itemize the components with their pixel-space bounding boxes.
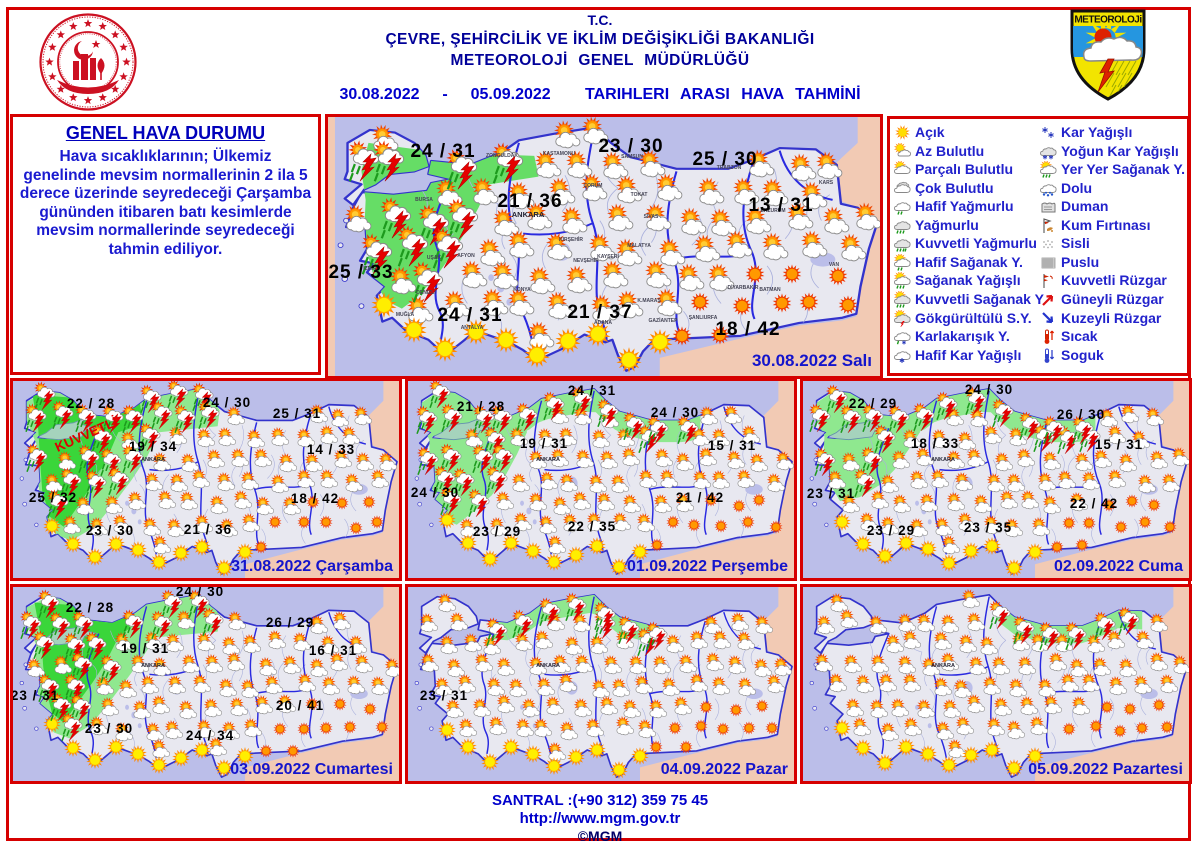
svg-text:23 / 29: 23 / 29 (473, 524, 521, 539)
svg-text:18 / 33: 18 / 33 (911, 436, 959, 451)
svg-text:18 / 42: 18 / 42 (291, 491, 339, 506)
svg-text:20 / 41: 20 / 41 (276, 698, 324, 713)
svg-text:ANKARA: ANKARA (931, 457, 955, 463)
svg-text:24 / 30: 24 / 30 (965, 382, 1013, 397)
svg-text:22 / 35: 22 / 35 (568, 519, 616, 534)
svg-text:23 / 31: 23 / 31 (11, 688, 59, 703)
svg-text:ANKARA: ANKARA (512, 210, 545, 219)
svg-text:30.08.2022 Salı: 30.08.2022 Salı (752, 351, 872, 370)
svg-text:26 / 30: 26 / 30 (1057, 407, 1105, 422)
svg-text:MUĞLA: MUĞLA (396, 310, 415, 318)
svg-text:AFYON: AFYON (457, 253, 475, 259)
svg-text:19 / 31: 19 / 31 (520, 436, 568, 451)
svg-text:MALATYA: MALATYA (627, 243, 651, 249)
svg-text:VAN: VAN (829, 262, 840, 268)
svg-text:24 / 31: 24 / 31 (437, 305, 502, 326)
svg-text:21 / 36: 21 / 36 (184, 522, 232, 537)
svg-text:GAZİANTEP: GAZİANTEP (649, 317, 679, 324)
svg-text:BURSA: BURSA (415, 197, 433, 203)
svg-text:ANKARA: ANKARA (141, 663, 165, 669)
svg-text:TOKAT: TOKAT (631, 192, 648, 198)
svg-text:23 / 31: 23 / 31 (420, 688, 468, 703)
svg-text:DENİZLİ: DENİZLİ (416, 289, 436, 296)
svg-text:05.09.2022 Pazartesi: 05.09.2022 Pazartesi (1028, 761, 1183, 778)
svg-text:21 / 37: 21 / 37 (567, 302, 632, 323)
svg-text:ERZURUM: ERZURUM (761, 208, 786, 214)
svg-text:16 / 31: 16 / 31 (309, 643, 357, 658)
svg-text:24 / 31: 24 / 31 (568, 383, 616, 398)
svg-text:23 / 29: 23 / 29 (867, 523, 915, 538)
svg-text:24 / 30: 24 / 30 (176, 584, 224, 599)
svg-text:22 / 28: 22 / 28 (67, 396, 115, 411)
svg-text:KARS: KARS (819, 180, 834, 186)
svg-text:15 / 31: 15 / 31 (708, 438, 756, 453)
svg-text:22 / 28: 22 / 28 (66, 600, 114, 615)
svg-text:K.MARAŞ: K.MARAŞ (637, 298, 661, 304)
svg-text:21 / 36: 21 / 36 (497, 191, 562, 212)
svg-text:UŞAK: UŞAK (427, 255, 442, 261)
svg-text:23 / 31: 23 / 31 (807, 486, 855, 501)
svg-text:25 / 31: 25 / 31 (273, 406, 321, 421)
svg-text:BATMAN: BATMAN (759, 287, 781, 293)
svg-text:KONYA: KONYA (513, 287, 531, 293)
svg-text:04.09.2022 Pazar: 04.09.2022 Pazar (661, 761, 788, 778)
svg-text:21 / 28: 21 / 28 (457, 399, 505, 414)
svg-text:ANTALYA: ANTALYA (461, 325, 484, 331)
svg-text:24 / 30: 24 / 30 (203, 395, 251, 410)
svg-text:ANKARA: ANKARA (141, 457, 165, 463)
svg-text:23 / 35: 23 / 35 (964, 520, 1012, 535)
svg-text:02.09.2022 Cuma: 02.09.2022 Cuma (1054, 558, 1183, 575)
svg-text:ZONGULDAK: ZONGULDAK (486, 153, 518, 159)
svg-text:KASTAMONU: KASTAMONU (543, 151, 576, 157)
svg-text:ŞANLIURFA: ŞANLIURFA (689, 315, 718, 321)
svg-text:ADANA: ADANA (594, 320, 612, 326)
svg-text:KIRŞEHİR: KIRŞEHİR (559, 236, 583, 243)
svg-text:24 / 30: 24 / 30 (411, 485, 459, 500)
svg-text:24 / 30: 24 / 30 (651, 405, 699, 420)
svg-text:DİYARBAKIR: DİYARBAKIR (728, 284, 759, 291)
svg-text:19 / 31: 19 / 31 (121, 641, 169, 656)
svg-text:25 / 32: 25 / 32 (29, 490, 77, 505)
svg-text:ANKARA: ANKARA (931, 663, 955, 669)
svg-text:03.09.2022 Cumartesi: 03.09.2022 Cumartesi (230, 761, 393, 778)
svg-text:NEVŞEHİR: NEVŞEHİR (573, 257, 599, 264)
svg-text:24 / 34: 24 / 34 (186, 728, 234, 743)
svg-text:01.09.2022 Perşembe: 01.09.2022 Perşembe (627, 558, 788, 575)
svg-text:22 / 29: 22 / 29 (849, 396, 897, 411)
svg-text:ANKARA: ANKARA (536, 457, 560, 463)
svg-text:23 / 30: 23 / 30 (85, 721, 133, 736)
svg-text:22 / 42: 22 / 42 (1070, 496, 1118, 511)
svg-text:26 / 29: 26 / 29 (266, 615, 314, 630)
svg-text:18 / 42: 18 / 42 (715, 319, 780, 340)
svg-text:METEOROLOJi: METEOROLOJi (1074, 15, 1142, 26)
svg-text:SİVAS: SİVAS (644, 213, 659, 220)
svg-text:24 / 31: 24 / 31 (410, 141, 475, 162)
svg-text:19 / 34: 19 / 34 (129, 439, 177, 454)
svg-text:15 / 31: 15 / 31 (1095, 437, 1143, 452)
svg-text:ÇORUM: ÇORUM (584, 183, 603, 189)
svg-text:23 / 30: 23 / 30 (86, 523, 134, 538)
svg-text:13 / 31: 13 / 31 (748, 195, 813, 216)
svg-text:KAYSERİ: KAYSERİ (597, 253, 619, 260)
svg-text:TRABZON: TRABZON (717, 165, 742, 171)
svg-text:14 / 33: 14 / 33 (307, 442, 355, 457)
svg-text:31.08.2022 Çarşamba: 31.08.2022 Çarşamba (231, 558, 393, 575)
svg-text:25 / 33: 25 / 33 (328, 262, 393, 283)
svg-text:23 / 30: 23 / 30 (598, 136, 663, 157)
svg-text:21 / 42: 21 / 42 (676, 490, 724, 505)
svg-text:SAMSUN: SAMSUN (621, 154, 643, 160)
svg-text:ANKARA: ANKARA (536, 663, 560, 669)
svg-text:25 / 30: 25 / 30 (692, 149, 757, 170)
svg-text:İZMİR: İZMİR (363, 265, 377, 272)
